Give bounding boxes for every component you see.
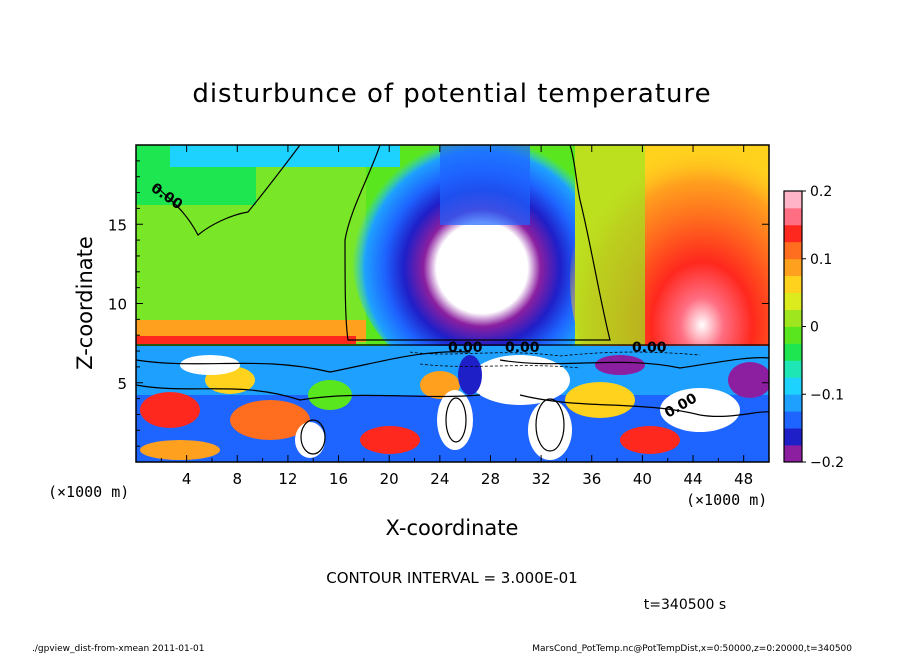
x-tick-label: 36 — [582, 470, 601, 488]
colorbar-tick-label: −0.1 — [810, 387, 844, 403]
footer-right: MarsCond_PotTemp.nc@PotTempDist,x=0:5000… — [532, 644, 852, 654]
contour-label: 0.00 — [632, 340, 667, 356]
colorbar-swatch — [784, 445, 802, 463]
colorbar-swatch — [784, 326, 802, 344]
contour-zero-left — [154, 145, 301, 236]
x-axis: 4 8 12 16 20 24 28 32 36 40 44 48 — [160, 145, 753, 488]
x-tick-label: 24 — [430, 470, 449, 488]
colorbar-swatch — [784, 275, 802, 294]
contour-lower-1 — [136, 351, 471, 373]
x-axis-label: X-coordinate — [386, 516, 519, 540]
contour-lines-negative — [409, 351, 701, 369]
x-tick-label: 44 — [683, 470, 702, 488]
turbulent-patches — [140, 355, 769, 460]
x-tick-label: 4 — [182, 470, 192, 488]
colorbar: 0.2 0.1 0 −0.1 −0.2 — [783, 184, 844, 471]
colorbar-tick-label: 0.2 — [810, 184, 832, 200]
x-tick-label: 48 — [734, 470, 753, 488]
colorbar-swatch — [784, 309, 802, 327]
y-axis: 5 10 15 — [108, 160, 769, 447]
x-tick-label: 20 — [380, 470, 399, 488]
cold-plume — [352, 145, 612, 385]
contour-lower-3 — [499, 357, 769, 369]
chart-title: disturbunce of potential temperature — [192, 79, 711, 109]
y-tick-label: 5 — [117, 375, 127, 393]
colorbar-swatch — [784, 377, 802, 395]
contour-zero-plume — [344, 145, 611, 341]
colorbar-swatch — [784, 292, 802, 310]
x-tick-label: 40 — [633, 470, 652, 488]
contour-loop-3 — [445, 397, 467, 443]
y-tick-label: 15 — [108, 216, 127, 234]
colorbar-swatch — [784, 360, 802, 378]
contour-label: 0.00 — [448, 340, 483, 356]
contour-loop-2 — [535, 398, 565, 452]
contour-interval-text: CONTOUR INTERVAL = 3.000E-01 — [326, 569, 577, 587]
colorbar-swatch — [784, 428, 802, 446]
x-units-right: (×1000 m) — [686, 491, 767, 509]
colorbar-swatch — [784, 343, 802, 361]
colorbar-swatch — [784, 191, 802, 209]
contour-lower-4 — [519, 394, 769, 418]
x-tick-label: 12 — [278, 470, 297, 488]
y-tick-label: 10 — [108, 296, 127, 314]
colorbar-tick-label: 0 — [810, 320, 819, 336]
colorbar-swatch — [784, 224, 802, 243]
colorbar-tick-label: −0.2 — [810, 455, 844, 471]
colorbar-swatch — [784, 394, 802, 412]
colorbar-swatch — [784, 241, 802, 260]
contour-loop-1 — [300, 419, 326, 455]
warm-transition — [575, 145, 645, 345]
field-top-cyan — [170, 145, 400, 167]
cold-plume-top — [440, 145, 530, 225]
footer-left: ./gpview_dist-from-xmean 2011-01-01 — [32, 644, 204, 654]
x-tick-label: 32 — [532, 470, 551, 488]
colorbar-swatch — [784, 258, 802, 277]
heatmap-field — [136, 145, 769, 462]
x-tick-label: 16 — [329, 470, 348, 488]
x-units-left: (×1000 m) — [48, 483, 129, 501]
inversion-band-red — [136, 336, 356, 344]
contour-lines — [136, 145, 769, 455]
y-axis-label: Z-coordinate — [73, 236, 97, 370]
x-tick-label: 8 — [233, 470, 243, 488]
contour-label: 0.00 — [505, 340, 540, 356]
time-text: t=340500 s — [644, 597, 726, 613]
x-tick-label: 28 — [481, 470, 500, 488]
colorbar-swatch — [784, 411, 802, 429]
contour-lower-2 — [136, 384, 481, 401]
colorbar-swatch — [784, 207, 802, 226]
colorbar-tick-label: 0.1 — [810, 252, 832, 268]
